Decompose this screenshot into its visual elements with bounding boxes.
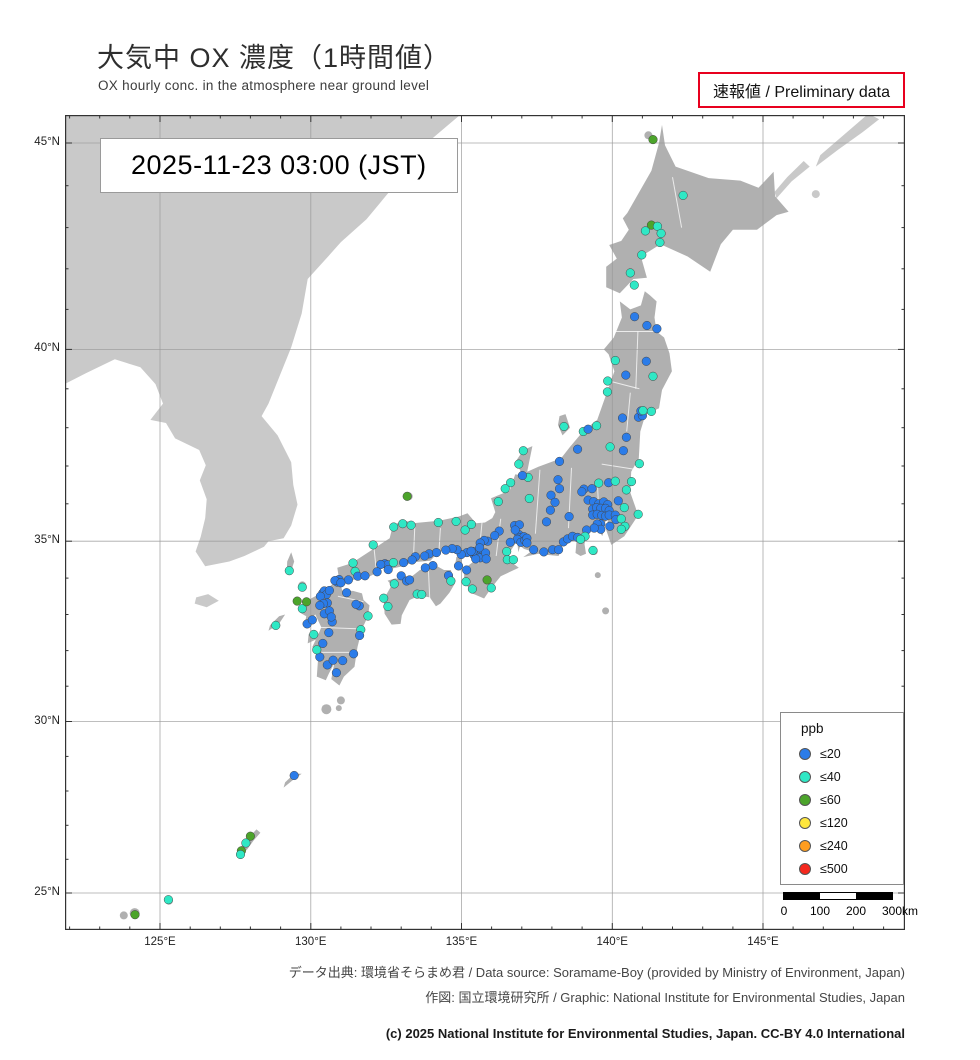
footer-graphic-credit: 作図: 国立環境研究所 / Graphic: National Institut… — [425, 990, 905, 1005]
legend-item-label: ≤120 — [820, 815, 848, 830]
lon-tick-label: 135°E — [445, 936, 478, 948]
lon-tick-label: 125°E — [144, 936, 176, 948]
lat-tick-label: 35°N — [34, 534, 60, 547]
scale-bar-value: 0 — [780, 904, 788, 918]
legend-item-label: ≤40 — [820, 769, 841, 784]
legend-dot-icon — [799, 770, 811, 783]
lat-tick-label: 45°N — [34, 136, 60, 149]
scale-segment — [856, 893, 892, 899]
timestamp-box: 2025-11-23 03:00 (JST) — [100, 138, 458, 193]
page-subtitle: OX hourly conc. in the atmosphere near g… — [98, 78, 430, 93]
map-svg — [65, 115, 905, 930]
scale-bar-value: 200 — [845, 904, 867, 918]
legend-dot-icon — [799, 839, 811, 852]
scale-bar-value: 300 — [881, 904, 903, 918]
lon-tick-label: 130°E — [295, 936, 327, 948]
legend-dot-icon — [799, 793, 811, 806]
scale-segment — [784, 893, 820, 899]
preliminary-data-badge: 速報値 / Preliminary data — [698, 72, 905, 108]
legend-item-label: ≤240 — [820, 838, 848, 853]
lat-tick-label: 30°N — [34, 714, 60, 727]
legend-dot-icon — [799, 862, 811, 875]
legend-item: ≤240 — [799, 834, 903, 857]
legend-dot-icon — [799, 747, 811, 760]
legend-item-label: ≤60 — [820, 792, 841, 807]
legend-dot-icon — [799, 816, 811, 829]
footer-copyright: (c) 2025 National Institute for Environm… — [385, 1026, 905, 1041]
lon-tick-label: 140°E — [596, 936, 628, 948]
scale-bar-value: 100 — [809, 904, 831, 918]
legend-item: ≤500 — [799, 857, 903, 880]
legend-item-label: ≤500 — [820, 861, 848, 876]
lat-tick-label: 40°N — [34, 342, 60, 355]
legend: ppb ≤20 ≤40 ≤60 ≤120 ≤240 ≤500 — [780, 712, 904, 885]
scale-bar: 0 100 200 300 km — [780, 890, 918, 928]
scale-segment — [820, 893, 856, 899]
legend-item: ≤20 — [799, 742, 903, 765]
legend-item: ≤60 — [799, 788, 903, 811]
legend-title: ppb — [801, 721, 824, 736]
legend-items: ≤20 ≤40 ≤60 ≤120 ≤240 ≤500 — [799, 742, 903, 880]
footer-data-source: データ出典: 環境省そらまめ君 / Data source: Soramame-… — [288, 965, 905, 980]
lon-tick-label: 145°E — [747, 936, 779, 948]
page-title: 大気中 OX 濃度（1時間値） — [97, 43, 452, 73]
legend-item: ≤40 — [799, 765, 903, 788]
japan-map-canvas — [65, 115, 905, 930]
scale-bar-segments — [783, 892, 893, 900]
legend-item: ≤120 — [799, 811, 903, 834]
scale-bar-unit: km — [902, 904, 918, 918]
legend-item-label: ≤20 — [820, 746, 841, 761]
lat-tick-label: 25°N — [34, 885, 60, 898]
